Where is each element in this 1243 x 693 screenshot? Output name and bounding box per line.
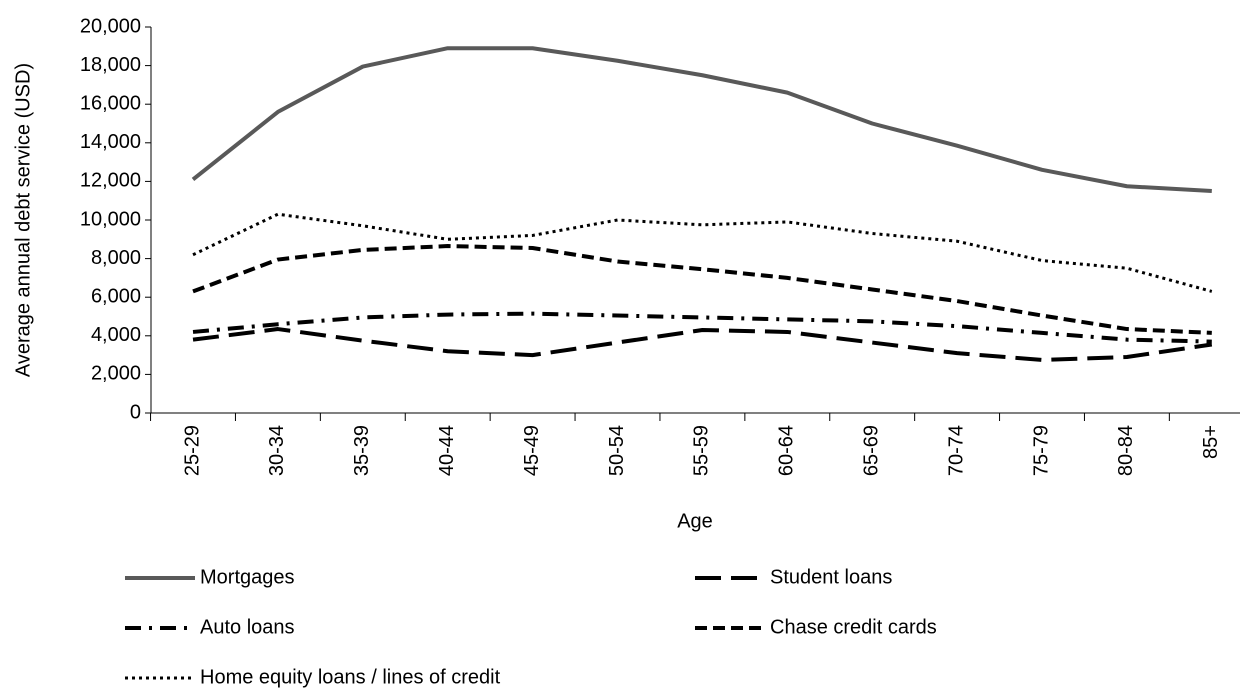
series-line xyxy=(192,212,1213,293)
series-line xyxy=(191,46,1212,194)
y-tick-label: 0 xyxy=(130,401,141,423)
y-axis-title: Average annual debt service (USD) xyxy=(12,63,34,377)
legend-label: Chase credit cards xyxy=(770,616,937,638)
x-tick-label: 35-39 xyxy=(351,425,373,476)
y-tick-label: 2,000 xyxy=(91,363,141,385)
y-tick-label: 14,000 xyxy=(80,131,141,153)
y-tick-label: 10,000 xyxy=(80,208,141,230)
x-tick-label: 40-44 xyxy=(436,425,458,476)
legend-label: Home equity loans / lines of credit xyxy=(200,666,501,688)
x-tick-label: 80-84 xyxy=(1115,425,1137,476)
x-tick-label: 45-49 xyxy=(521,425,543,476)
y-tick-label: 12,000 xyxy=(80,170,141,192)
series-line xyxy=(192,327,1213,362)
y-tick-label: 8,000 xyxy=(91,247,141,269)
legend-label: Mortgages xyxy=(200,566,295,588)
x-tick-label: 65-69 xyxy=(860,425,882,476)
x-tick-label: 60-64 xyxy=(776,425,798,476)
y-tick-label: 16,000 xyxy=(80,92,141,114)
y-tick-label: 18,000 xyxy=(80,54,141,76)
x-tick-label: 25-29 xyxy=(181,425,203,476)
y-tick-label: 4,000 xyxy=(91,324,141,346)
x-tick-label: 75-79 xyxy=(1030,425,1052,476)
x-tick-label: 30-34 xyxy=(266,425,288,476)
x-tick-label: 70-74 xyxy=(945,425,967,476)
legend-label: Auto loans xyxy=(200,616,295,638)
series-line xyxy=(192,311,1212,344)
x-axis-title: Age xyxy=(677,510,713,532)
legend-label: Student loans xyxy=(770,566,892,588)
x-tick-label: 85+ xyxy=(1200,425,1222,459)
y-tick-label: 6,000 xyxy=(91,285,141,307)
y-tick-label: 20,000 xyxy=(80,15,141,37)
x-tick-label: 55-59 xyxy=(691,425,713,476)
x-tick-label: 50-54 xyxy=(606,425,628,476)
